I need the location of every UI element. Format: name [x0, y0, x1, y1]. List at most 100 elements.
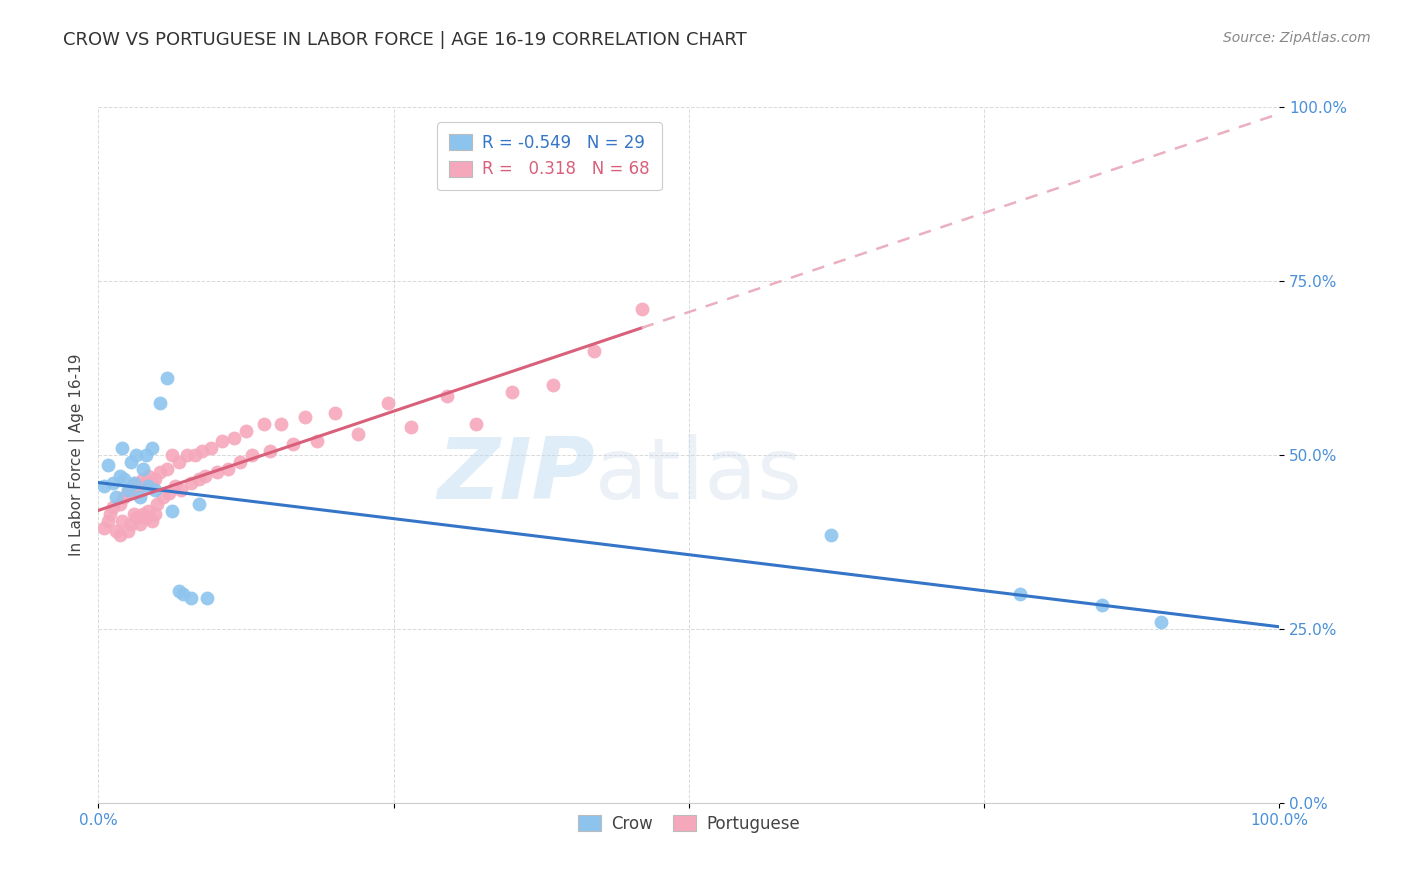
Point [112, 490, 135, 504]
Point [240, 448, 263, 462]
Point [180, 475, 202, 490]
Point [160, 503, 183, 517]
Point [217, 462, 239, 476]
Point [377, 396, 399, 410]
Point [122, 475, 145, 490]
Point [128, 479, 150, 493]
Point [122, 479, 145, 493]
Point [465, 417, 488, 431]
Point [125, 475, 148, 490]
Point [167, 583, 190, 598]
Point [143, 483, 166, 497]
Point [117, 483, 139, 497]
Point [323, 406, 346, 420]
Point [270, 417, 292, 431]
Text: atlas: atlas [595, 434, 803, 517]
Point [149, 396, 172, 410]
Point [136, 468, 159, 483]
Point [143, 507, 166, 521]
Point [294, 409, 316, 424]
Point [156, 462, 179, 476]
Point [170, 483, 193, 497]
Point [156, 371, 179, 385]
Point [224, 430, 246, 444]
Point [141, 475, 163, 490]
Point [167, 455, 190, 469]
Point [93, 521, 115, 535]
Point [211, 434, 233, 448]
Point [259, 444, 281, 458]
Text: Source: ZipAtlas.com: Source: ZipAtlas.com [1223, 31, 1371, 45]
Point [229, 455, 252, 469]
Point [132, 472, 155, 486]
Point [105, 524, 128, 539]
Point [1150, 615, 1173, 629]
Point [111, 441, 134, 455]
Point [187, 472, 209, 486]
Point [108, 528, 131, 542]
Point [305, 434, 328, 448]
Point [160, 448, 183, 462]
Point [125, 510, 148, 524]
Point [172, 587, 194, 601]
Point [820, 528, 842, 542]
Point [436, 389, 458, 403]
Point [200, 441, 222, 455]
Point [121, 483, 143, 497]
Point [128, 490, 150, 504]
Text: ZIP: ZIP [437, 434, 595, 517]
Point [108, 497, 131, 511]
Point [541, 378, 564, 392]
Point [135, 448, 157, 462]
Point [149, 466, 172, 480]
Point [101, 500, 124, 514]
Point [195, 591, 218, 605]
Point [194, 468, 217, 483]
Point [125, 448, 148, 462]
Point [135, 510, 157, 524]
Point [180, 591, 202, 605]
Point [117, 486, 139, 500]
Point [205, 466, 228, 480]
Point [583, 343, 606, 358]
Point [253, 417, 276, 431]
Point [630, 301, 652, 316]
Point [347, 427, 370, 442]
Point [132, 462, 155, 476]
Point [105, 490, 128, 504]
Point [191, 444, 214, 458]
Point [136, 503, 159, 517]
Point [121, 517, 143, 532]
Point [157, 486, 180, 500]
Point [97, 514, 120, 528]
Point [501, 385, 523, 400]
Point [97, 458, 120, 473]
Point [93, 479, 115, 493]
Point [141, 441, 163, 455]
Point [143, 472, 166, 486]
Point [283, 437, 305, 451]
Point [146, 497, 169, 511]
Text: CROW VS PORTUGUESE IN LABOR FORCE | AGE 16-19 CORRELATION CHART: CROW VS PORTUGUESE IN LABOR FORCE | AGE … [63, 31, 747, 49]
Point [101, 475, 124, 490]
Point [121, 455, 143, 469]
Point [141, 514, 163, 528]
Point [165, 479, 187, 493]
Legend: Crow, Portuguese: Crow, Portuguese [571, 808, 807, 839]
Point [184, 448, 207, 462]
Point [132, 507, 155, 521]
Point [135, 475, 157, 490]
Point [401, 420, 423, 434]
Point [122, 507, 145, 521]
Point [152, 490, 174, 504]
Point [1008, 587, 1031, 601]
Point [176, 448, 198, 462]
Point [108, 468, 131, 483]
Point [128, 517, 150, 532]
Point [111, 514, 134, 528]
Point [1091, 598, 1114, 612]
Point [187, 497, 209, 511]
Point [112, 472, 135, 486]
Point [98, 507, 121, 521]
Point [136, 479, 159, 493]
